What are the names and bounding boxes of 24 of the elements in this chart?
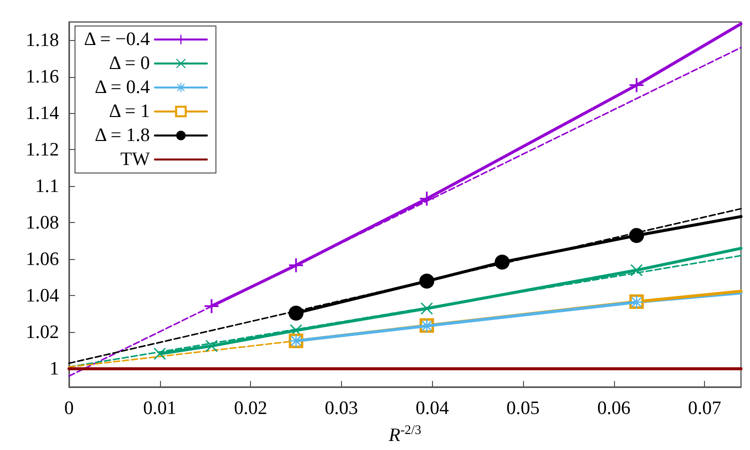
y-tick-label: 1.08 — [26, 212, 59, 234]
y-tick-label: 1.14 — [26, 102, 60, 124]
x-tick-label: 0.01 — [143, 398, 176, 419]
x-tick-label: 0.03 — [324, 398, 358, 419]
legend-label: Δ = 0.4 — [94, 77, 150, 98]
y-tick-label: 1.12 — [26, 139, 59, 160]
x-tick-label: 0.04 — [416, 398, 450, 419]
x-tick-label: 0.02 — [234, 398, 268, 419]
x-tick-label: 0.07 — [688, 398, 722, 419]
legend-label: Δ = 0 — [109, 53, 150, 74]
y-tick-label: 1.02 — [26, 322, 59, 343]
y-tick-label: 1.06 — [26, 248, 59, 270]
x-tick-label: 0.06 — [597, 398, 630, 419]
x-tick-label: 0 — [64, 398, 74, 419]
y-tick-label: 1.16 — [26, 66, 59, 88]
legend-label: Δ = 1 — [109, 101, 150, 122]
legend-label: Δ = −0.4 — [84, 29, 150, 50]
y-tick-label: 1.1 — [35, 176, 59, 197]
y-tick-label: 1 — [50, 358, 59, 380]
x-tick-label: 0.05 — [506, 398, 540, 419]
y-tick-label: 1.04 — [26, 285, 60, 306]
legend-label: TW — [120, 149, 150, 170]
y-tick-label: 1.18 — [26, 30, 59, 51]
legend-label: Δ = 1.8 — [94, 125, 150, 146]
